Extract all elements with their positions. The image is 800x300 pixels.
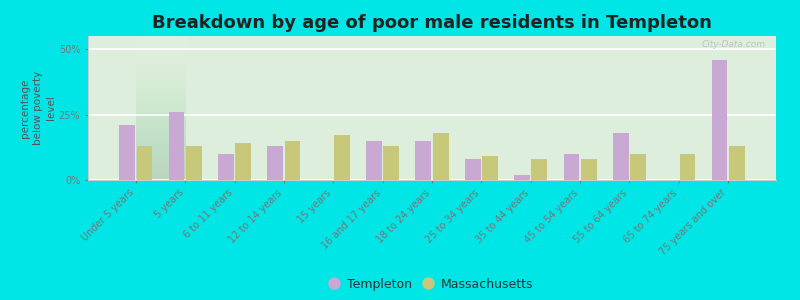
Bar xyxy=(366,141,382,180)
Bar xyxy=(267,146,283,180)
Bar xyxy=(285,141,301,180)
Bar xyxy=(514,175,530,180)
Bar xyxy=(679,154,695,180)
Bar xyxy=(383,146,399,180)
Text: City-Data.com: City-Data.com xyxy=(702,40,766,49)
Bar xyxy=(630,154,646,180)
Y-axis label: percentage
below poverty
level: percentage below poverty level xyxy=(19,71,56,145)
Bar xyxy=(563,154,579,180)
Bar xyxy=(415,141,431,180)
Bar xyxy=(137,146,152,180)
Bar xyxy=(235,143,251,180)
Title: Breakdown by age of poor male residents in Templeton: Breakdown by age of poor male residents … xyxy=(152,14,712,32)
Bar xyxy=(465,159,481,180)
Bar xyxy=(169,112,185,180)
Bar xyxy=(729,146,745,180)
Bar xyxy=(119,125,135,180)
Bar xyxy=(218,154,234,180)
Bar xyxy=(334,136,350,180)
Bar xyxy=(433,133,449,180)
Bar xyxy=(581,159,597,180)
Bar xyxy=(186,146,202,180)
Legend: Templeton, Massachusetts: Templeton, Massachusetts xyxy=(326,273,538,296)
Bar xyxy=(613,133,629,180)
Bar xyxy=(712,60,727,180)
Bar xyxy=(482,156,498,180)
Bar xyxy=(531,159,547,180)
